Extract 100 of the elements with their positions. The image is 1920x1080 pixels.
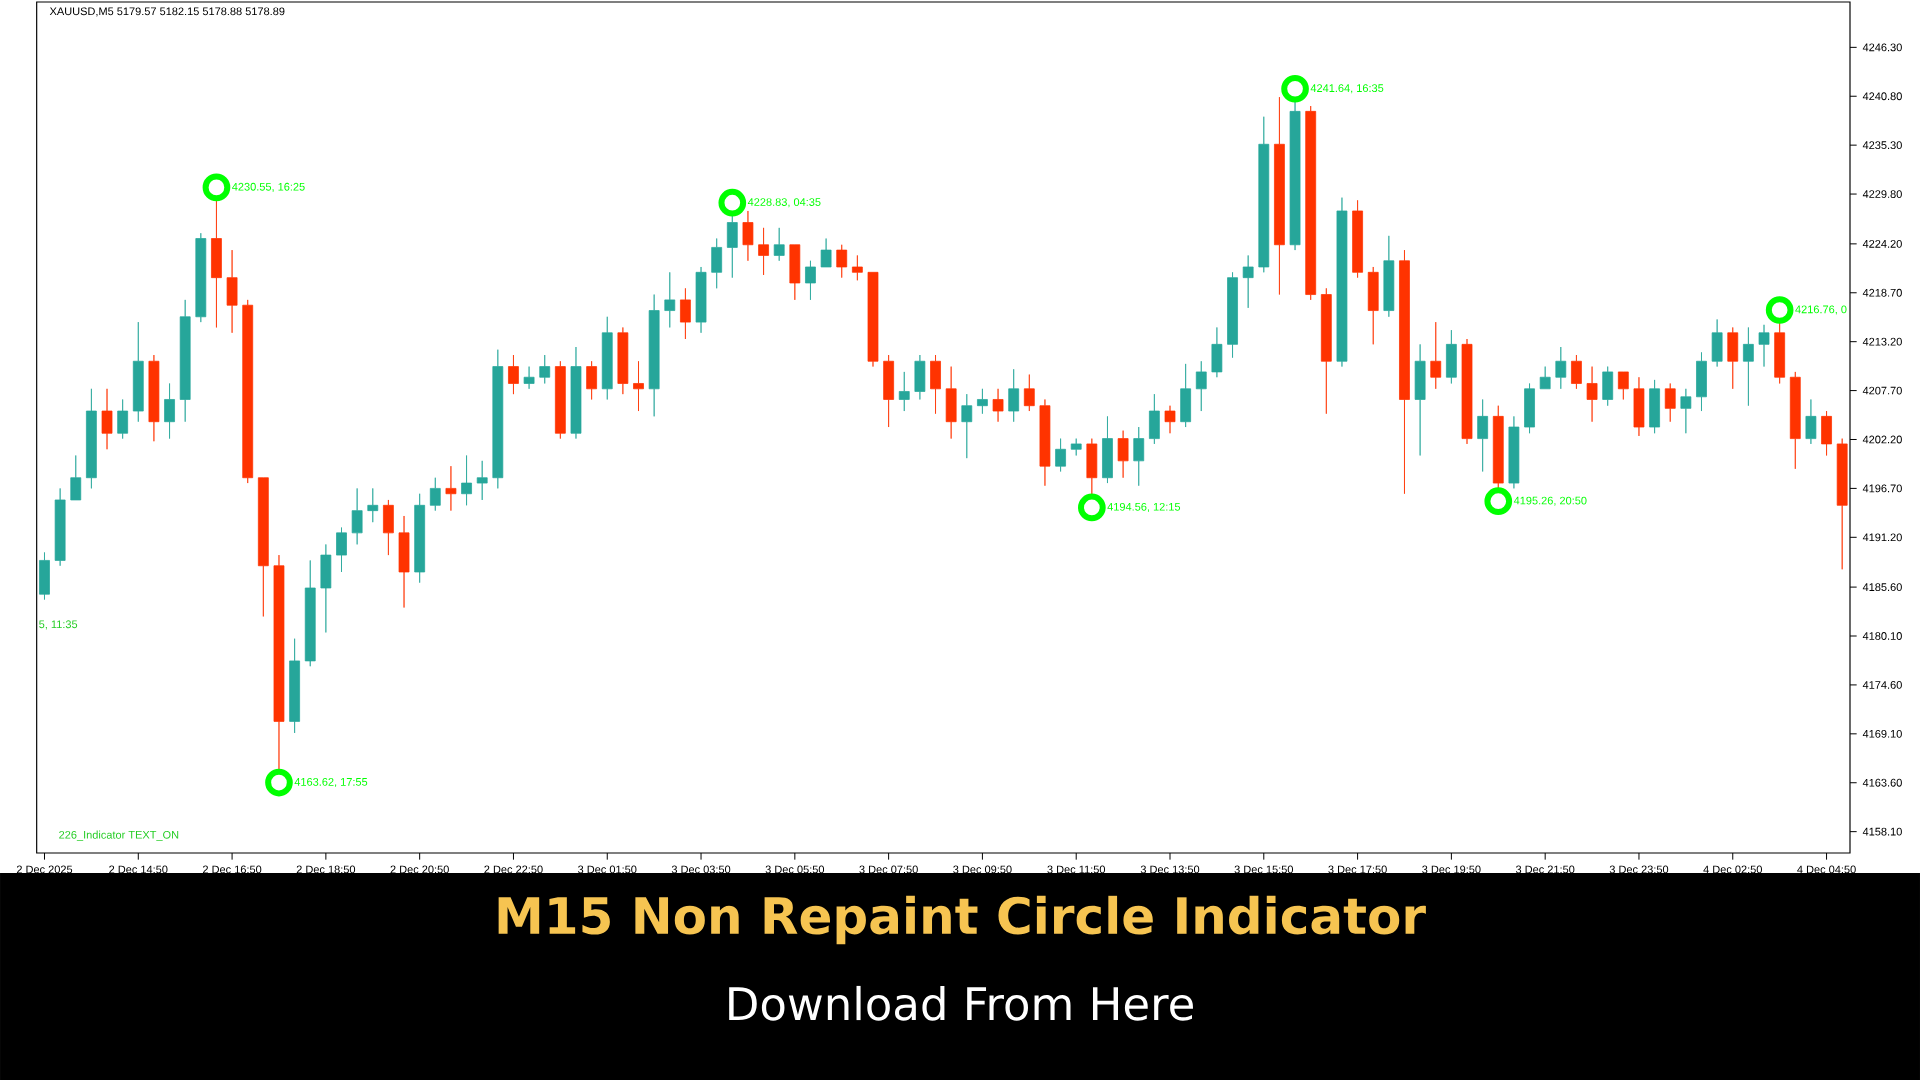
candlestick xyxy=(414,493,426,584)
candlestick xyxy=(1680,388,1692,434)
candlestick xyxy=(570,346,582,439)
candlestick xyxy=(1070,438,1082,456)
candlestick xyxy=(1399,249,1410,495)
candlestick xyxy=(820,238,832,268)
candlestick xyxy=(1711,319,1723,367)
y-tick-label: 4213.20 xyxy=(1862,337,1902,346)
x-tick-label: 2 Dec 20:50 xyxy=(390,865,449,874)
point xyxy=(1765,296,1794,324)
y-tick-label: 4185.60 xyxy=(1862,583,1902,591)
candlestick xyxy=(1164,405,1176,434)
candlestick xyxy=(86,388,97,489)
y-tick-label: 4180.10 xyxy=(1862,632,1902,640)
candlestick xyxy=(336,527,347,573)
candlestick xyxy=(1148,393,1160,445)
candlestick xyxy=(1789,371,1801,470)
candlestick xyxy=(508,354,519,395)
candlestick xyxy=(1727,327,1739,390)
data-label: 4163.62, 17:55 xyxy=(294,778,368,788)
candlestick xyxy=(1258,116,1270,273)
data-label: 4241.64, 16:35 xyxy=(1310,84,1384,94)
x-tick-label: 3 Dec 15:50 xyxy=(1234,865,1294,874)
candlestick xyxy=(257,477,269,617)
point xyxy=(265,768,293,797)
candlestick xyxy=(711,238,723,289)
text: M15 Non Repaint Circle Indicator xyxy=(498,895,1426,945)
candlestick xyxy=(523,366,535,390)
candlestick xyxy=(773,227,785,262)
candlestick xyxy=(977,388,988,415)
candlestick xyxy=(1649,379,1660,434)
annotation: 5, 11:35 xyxy=(39,620,78,630)
candlestick xyxy=(367,488,379,523)
candlestick xyxy=(898,371,910,412)
candlestick xyxy=(633,360,644,412)
point xyxy=(202,173,231,202)
candlestick xyxy=(1430,321,1442,390)
y-tick-label: 4207.70 xyxy=(1862,386,1902,395)
data-label: 4228.83, 04:35 xyxy=(747,198,821,208)
candlestick xyxy=(1023,374,1035,412)
candlestick xyxy=(945,366,957,439)
candlestick xyxy=(320,544,332,633)
y-tick-label: 4163.60 xyxy=(1862,778,1902,787)
y-tick-label: 4218.70 xyxy=(1862,288,1902,297)
candlestick xyxy=(242,299,254,484)
candlestick xyxy=(398,515,410,608)
candlestick xyxy=(429,477,441,512)
annotation: 226_Indicator TEXT_ON xyxy=(59,830,179,841)
candlestick xyxy=(1617,371,1629,400)
candlestick xyxy=(914,354,926,400)
candlestick xyxy=(1336,197,1348,367)
point xyxy=(1281,74,1309,103)
candlestick xyxy=(617,327,629,395)
data-label: 4230.55, 16:25 xyxy=(232,182,305,192)
candlestick xyxy=(1133,426,1145,487)
candlestick xyxy=(1274,96,1285,295)
candlestick xyxy=(1805,399,1817,445)
candlestick xyxy=(1195,360,1207,412)
data-label: 4194.56, 12:15 xyxy=(1107,502,1181,512)
candlestick xyxy=(851,255,863,281)
candlestick xyxy=(1696,351,1707,412)
x-tick-label: 3 Dec 01:50 xyxy=(578,865,637,874)
x-tick-label: 2 Dec 2025 xyxy=(16,865,73,874)
candlestick xyxy=(1586,366,1598,423)
x-tick-label: 3 Dec 13:50 xyxy=(1140,865,1200,874)
candlestick xyxy=(70,455,82,501)
y-tick-label: 4158.10 xyxy=(1862,827,1902,836)
x-tick-label: 3 Dec 21:50 xyxy=(1515,865,1575,874)
point xyxy=(718,188,747,217)
candlestick xyxy=(148,354,160,442)
x-tick-label: 2 Dec 22:50 xyxy=(484,865,543,874)
x-tick-label: 3 Dec 11:50 xyxy=(1047,865,1106,874)
candlestick xyxy=(1758,324,1770,367)
data-label: 4195.26, 20:50 xyxy=(1513,496,1587,506)
x-tick-label: 3 Dec 19:50 xyxy=(1422,865,1481,874)
candlestick xyxy=(39,552,50,600)
candlestick xyxy=(383,499,394,556)
y-tick-label: 4229.80 xyxy=(1862,190,1902,198)
candlestick xyxy=(1242,255,1254,309)
candlestick xyxy=(1305,105,1317,301)
candlestick xyxy=(164,383,175,439)
candlestick xyxy=(1821,410,1832,456)
candlestick xyxy=(1461,338,1473,445)
candlestick xyxy=(1117,430,1129,479)
x-tick-label: 3 Dec 05:50 xyxy=(765,865,825,874)
candlestick xyxy=(1446,329,1457,384)
x-tick-label: 3 Dec 03:50 xyxy=(671,865,731,874)
candlestick xyxy=(664,271,676,328)
candlestick xyxy=(1367,266,1379,345)
candlestick xyxy=(101,388,113,450)
candlestick xyxy=(1055,438,1066,472)
candlestick xyxy=(1555,346,1567,390)
candlestick xyxy=(758,227,769,276)
text: Download From Here xyxy=(729,985,1193,1021)
candlestick xyxy=(742,210,754,262)
y-tick-label: 4196.70 xyxy=(1862,484,1902,493)
candlestick xyxy=(289,638,300,734)
x-tick-label: 4 Dec 04:50 xyxy=(1797,865,1856,874)
candlestick xyxy=(1211,327,1223,378)
point xyxy=(1484,487,1513,516)
